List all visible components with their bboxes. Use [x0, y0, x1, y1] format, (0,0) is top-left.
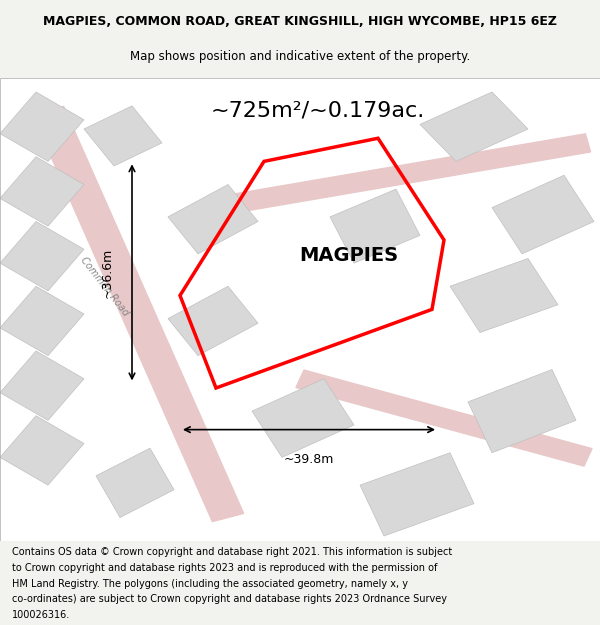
Polygon shape [252, 379, 354, 458]
Polygon shape [0, 157, 84, 226]
Polygon shape [330, 189, 420, 263]
Polygon shape [0, 416, 84, 485]
Text: to Crown copyright and database rights 2023 and is reproduced with the permissio: to Crown copyright and database rights 2… [12, 563, 437, 573]
Polygon shape [168, 184, 258, 254]
Polygon shape [0, 78, 600, 541]
Polygon shape [0, 92, 84, 161]
Polygon shape [84, 106, 162, 166]
Text: ~36.6m: ~36.6m [101, 248, 114, 298]
Text: HM Land Registry. The polygons (including the associated geometry, namely x, y: HM Land Registry. The polygons (includin… [12, 579, 408, 589]
Polygon shape [468, 369, 576, 452]
Text: Contains OS data © Crown copyright and database right 2021. This information is : Contains OS data © Crown copyright and d… [12, 548, 452, 558]
Polygon shape [0, 351, 84, 421]
Polygon shape [96, 448, 174, 518]
Text: 100026316.: 100026316. [12, 610, 70, 620]
Polygon shape [360, 452, 474, 536]
Polygon shape [208, 134, 590, 217]
Polygon shape [296, 370, 592, 466]
Text: Common Road: Common Road [79, 255, 131, 318]
Polygon shape [450, 259, 558, 332]
Polygon shape [32, 106, 244, 522]
Text: ~725m²/~0.179ac.: ~725m²/~0.179ac. [211, 101, 425, 121]
Polygon shape [492, 175, 594, 254]
Text: MAGPIES, COMMON ROAD, GREAT KINGSHILL, HIGH WYCOMBE, HP15 6EZ: MAGPIES, COMMON ROAD, GREAT KINGSHILL, H… [43, 16, 557, 28]
Polygon shape [168, 286, 258, 356]
Text: co-ordinates) are subject to Crown copyright and database rights 2023 Ordnance S: co-ordinates) are subject to Crown copyr… [12, 594, 447, 604]
Text: Map shows position and indicative extent of the property.: Map shows position and indicative extent… [130, 50, 470, 62]
Polygon shape [0, 286, 84, 356]
Text: MAGPIES: MAGPIES [299, 246, 398, 265]
Polygon shape [0, 221, 84, 291]
Polygon shape [420, 92, 528, 161]
Text: ~39.8m: ~39.8m [284, 452, 334, 466]
